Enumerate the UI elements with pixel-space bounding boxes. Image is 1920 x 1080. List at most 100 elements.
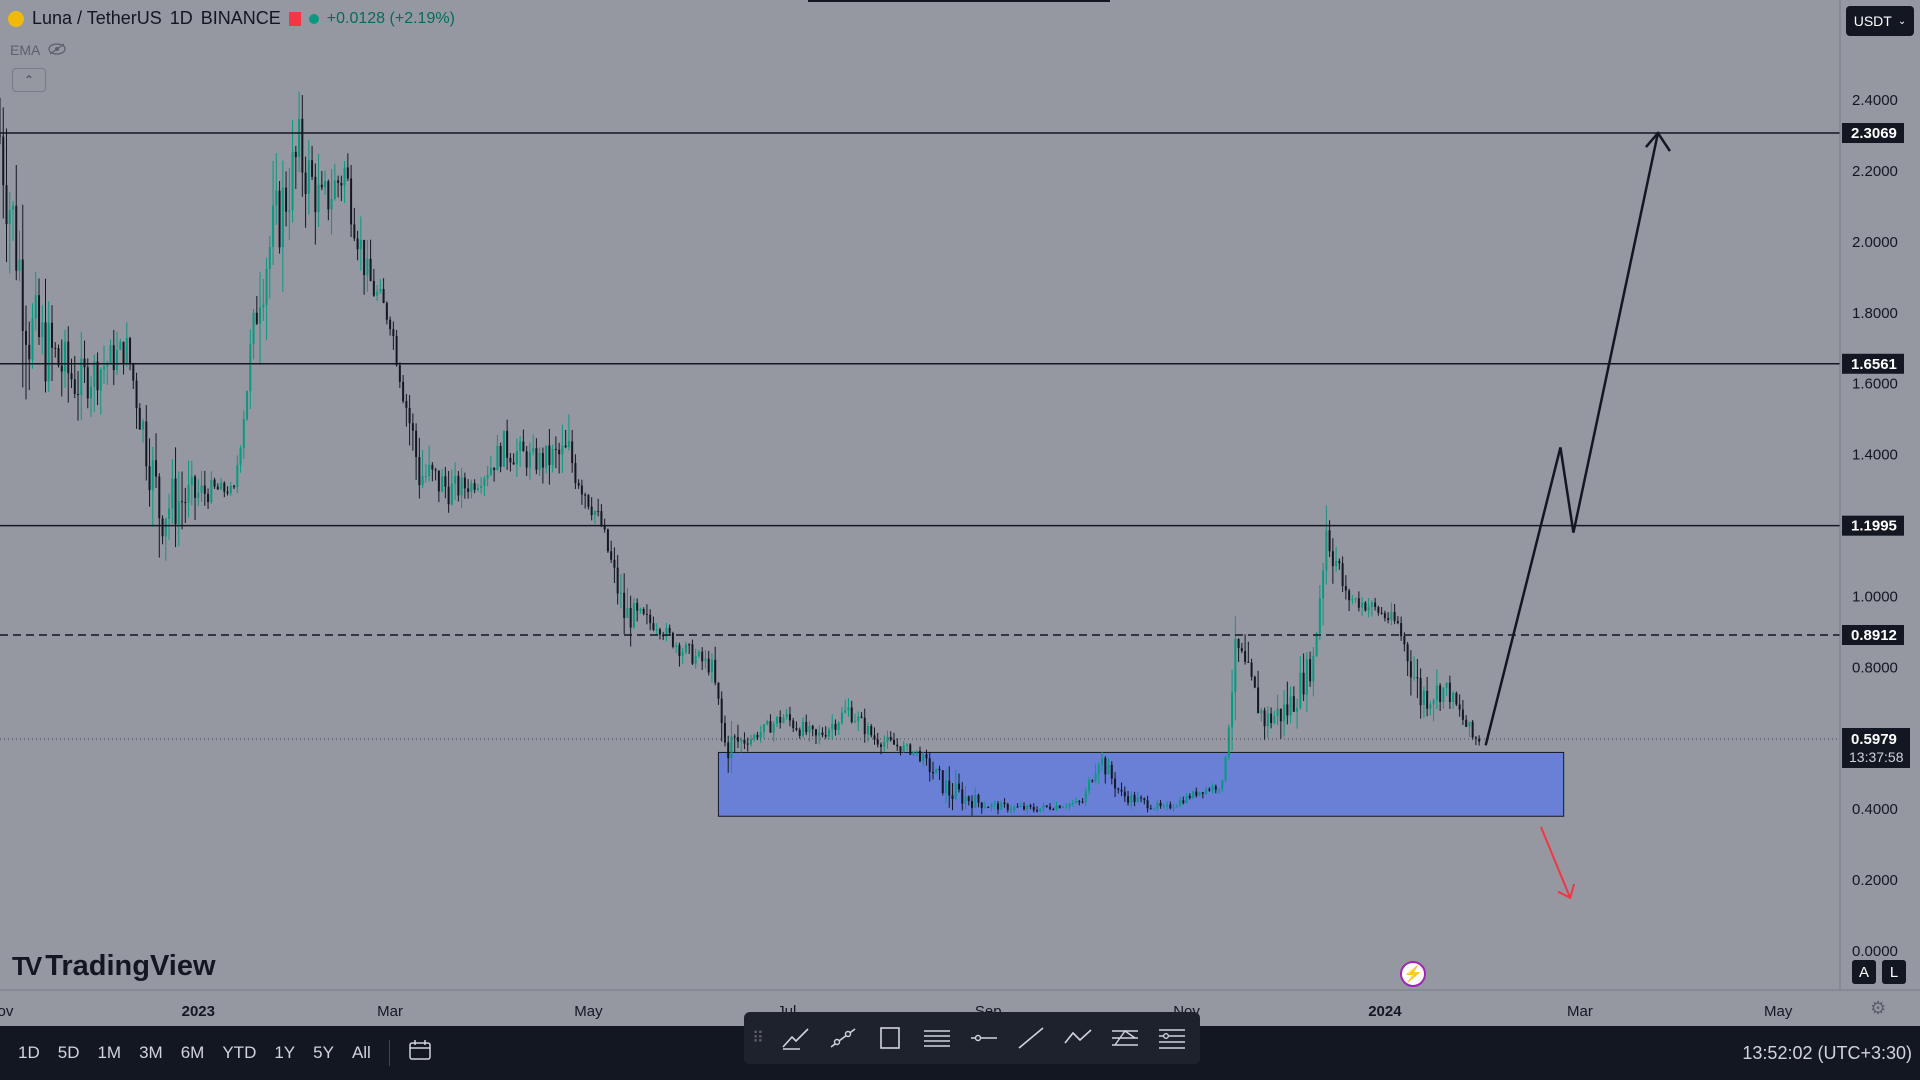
time-tick-label: May xyxy=(574,1003,603,1020)
chevron-down-icon: ⌄ xyxy=(1897,15,1907,27)
symbol-name[interactable]: Luna / TetherUS xyxy=(32,8,162,28)
countdown-label: 13:37:58 xyxy=(1849,749,1904,765)
horizontal-line-icon[interactable] xyxy=(960,1018,1007,1058)
candle-body xyxy=(925,754,928,759)
candle-body xyxy=(623,592,626,618)
timeframe-5d[interactable]: 5D xyxy=(57,1043,80,1062)
candle-body xyxy=(197,492,200,498)
interval[interactable]: 1D xyxy=(169,8,193,28)
candle-body xyxy=(636,602,639,611)
time-tick-label: Mar xyxy=(377,1003,403,1020)
candle-body xyxy=(1312,655,1315,682)
candle-body xyxy=(1036,810,1039,812)
top-strip xyxy=(808,0,1110,2)
candle-body xyxy=(1357,598,1360,608)
candle-body xyxy=(580,485,583,495)
candle-body xyxy=(15,205,18,271)
log-scale-button[interactable]: L xyxy=(1882,960,1906,984)
pitchfork-icon[interactable] xyxy=(1101,1018,1148,1058)
candle-body xyxy=(645,613,648,615)
candle-body xyxy=(980,802,983,808)
drag-handle-icon[interactable]: ⠿ xyxy=(752,1030,764,1047)
projection-down-path[interactable] xyxy=(1539,826,1572,899)
timeframe-1m[interactable]: 1M xyxy=(97,1043,122,1062)
candle-body xyxy=(1374,602,1377,607)
ray-icon[interactable] xyxy=(819,1018,866,1058)
candle-body xyxy=(1244,651,1247,662)
line-icon[interactable] xyxy=(1007,1018,1054,1058)
candle-body xyxy=(372,280,375,296)
rectangle-icon[interactable] xyxy=(866,1018,913,1058)
candle-body xyxy=(879,744,882,747)
candle-body xyxy=(28,344,31,360)
candle-body xyxy=(889,736,892,740)
candle-body xyxy=(606,529,609,552)
fib-icon[interactable] xyxy=(1148,1018,1195,1058)
price-line-label-bg xyxy=(1842,353,1904,374)
candle-body xyxy=(96,361,99,391)
timeframe-1d[interactable]: 1D xyxy=(18,1043,40,1062)
indicator-name[interactable]: EMA xyxy=(10,42,41,58)
candle-body xyxy=(892,739,895,745)
candle-body xyxy=(935,768,938,774)
candle-body xyxy=(207,493,210,503)
candle-body xyxy=(1299,672,1302,708)
candle-body xyxy=(824,735,827,737)
indicator-legend: EMA xyxy=(10,42,66,58)
candle-body xyxy=(1234,638,1237,693)
candle-body xyxy=(1318,598,1321,634)
candle-body xyxy=(759,732,762,738)
price-tick-label: 0.4000 xyxy=(1852,801,1898,818)
candle-body xyxy=(142,421,145,430)
candle-body xyxy=(119,341,122,350)
timeframe-ytd[interactable]: YTD xyxy=(222,1043,257,1062)
candle-body xyxy=(756,734,759,738)
candle-body xyxy=(1201,792,1204,794)
calendar-icon[interactable] xyxy=(408,1039,432,1067)
candle-body xyxy=(866,726,869,735)
candle-body xyxy=(57,348,60,366)
candle-body xyxy=(736,737,739,742)
candle-body xyxy=(369,258,372,281)
path-icon[interactable] xyxy=(1054,1018,1101,1058)
candle-body xyxy=(642,609,645,614)
candle-body xyxy=(649,614,652,624)
candle-body xyxy=(1127,796,1130,803)
candle-body xyxy=(34,295,37,319)
lightning-icon[interactable]: ⚡ xyxy=(1400,961,1426,987)
candle-body xyxy=(1045,805,1048,807)
candle-body xyxy=(350,178,353,225)
candle-body xyxy=(424,476,427,478)
candle-body xyxy=(1120,789,1123,792)
timeframe-all[interactable]: All xyxy=(351,1043,371,1062)
currency-selector[interactable]: USDT ⌄ xyxy=(1846,6,1914,36)
timeframe-5y[interactable]: 5Y xyxy=(313,1043,334,1062)
tradingview-logo[interactable]: TV TradingView xyxy=(12,950,216,983)
support-zone[interactable] xyxy=(717,751,1565,817)
timeframe-6m[interactable]: 6M xyxy=(180,1043,205,1062)
collapse-legend-button[interactable]: ⌃ xyxy=(12,68,46,92)
candle-body xyxy=(444,476,447,487)
candle-body xyxy=(18,259,21,271)
projection-up-arrowhead xyxy=(1645,130,1671,152)
settings-icon[interactable]: ⚙ xyxy=(1870,998,1887,1018)
candle-body xyxy=(1188,795,1191,799)
timeframe-3m[interactable]: 3M xyxy=(139,1043,163,1062)
candle-body xyxy=(1396,621,1399,624)
candle-body xyxy=(1175,805,1178,808)
parallel-lines-icon[interactable] xyxy=(913,1018,960,1058)
projection-up-path[interactable] xyxy=(1484,132,1660,746)
candle-body xyxy=(73,379,76,394)
trend-line-icon[interactable] xyxy=(772,1018,819,1058)
clock[interactable]: 13:52:02 (UTC+3:30) xyxy=(1742,1042,1912,1063)
candle-body xyxy=(1205,789,1208,794)
auto-scale-button[interactable]: A xyxy=(1852,960,1876,984)
coin-icon xyxy=(8,10,24,27)
eye-hidden-icon[interactable] xyxy=(48,42,66,58)
timeframe-1y[interactable]: 1Y xyxy=(274,1043,296,1062)
candle-body xyxy=(1006,803,1009,811)
price-line-label-bg xyxy=(1842,123,1904,144)
candle-body xyxy=(298,118,301,158)
price-line-label-bg xyxy=(1842,515,1904,536)
